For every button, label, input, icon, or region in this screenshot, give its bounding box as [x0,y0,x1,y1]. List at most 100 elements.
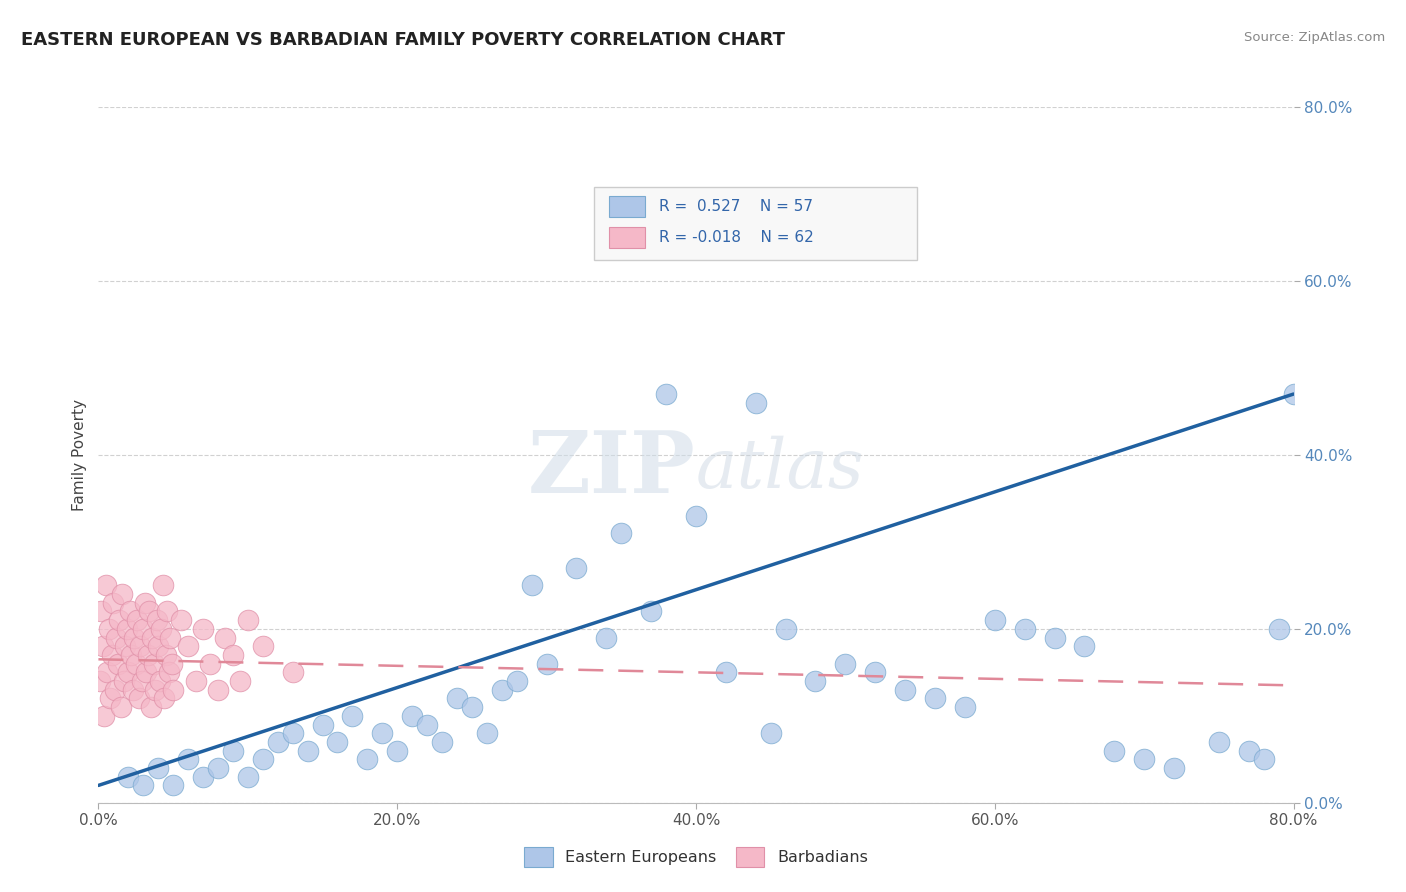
Point [610,526,633,541]
Point [150,622,173,636]
Y-axis label: Family Poverty: Family Poverty [72,399,87,511]
Point [108,613,131,627]
Point [475,726,498,740]
Point [169,613,191,627]
Point [132,622,155,636]
Point [430,735,453,749]
Point [356,752,378,766]
Point [145,613,167,627]
Point [121,682,143,697]
Point [191,622,214,636]
Point [139,700,162,714]
Point [200,657,222,671]
Point [714,665,737,680]
Point [1014,622,1036,636]
Point [155,648,177,662]
Point [125,657,148,671]
Point [506,674,529,689]
Point [191,770,214,784]
Text: EASTERN EUROPEAN VS BARBADIAN FAMILY POVERTY CORRELATION CHART: EASTERN EUROPEAN VS BARBADIAN FAMILY POV… [21,31,785,49]
Point [222,648,245,662]
Point [1133,752,1156,766]
Point [267,735,290,749]
Point [207,761,229,775]
Point [385,744,409,758]
Point [446,691,468,706]
Point [236,613,259,627]
Point [177,752,200,766]
Point [865,665,887,680]
Point [120,648,142,662]
Point [135,665,157,680]
Point [207,682,229,697]
Point [297,744,319,758]
Legend: Eastern Europeans, Barbadians: Eastern Europeans, Barbadians [516,839,876,875]
Point [640,605,662,619]
Point [491,682,513,697]
Point [96,665,118,680]
Point [98,691,122,706]
Point [149,674,172,689]
Point [685,508,707,523]
Point [759,726,782,740]
Point [1104,744,1126,758]
Point [565,561,588,575]
Point [401,708,423,723]
Point [1208,735,1230,749]
Point [595,631,617,645]
FancyBboxPatch shape [595,187,917,260]
Point [103,596,125,610]
Point [1073,639,1095,653]
Point [157,665,180,680]
Point [131,674,153,689]
Text: atlas: atlas [696,435,865,502]
Point [117,770,139,784]
Point [745,395,768,409]
Point [1282,387,1305,401]
Point [162,682,184,697]
Point [953,700,976,714]
Point [129,639,152,653]
FancyBboxPatch shape [609,196,644,217]
Point [229,674,252,689]
Point [1267,622,1289,636]
Point [222,744,245,758]
Point [110,700,132,714]
Point [141,631,163,645]
Point [118,605,141,619]
Point [536,657,558,671]
Point [138,605,160,619]
Point [252,639,274,653]
Point [156,605,179,619]
Point [136,648,159,662]
Point [184,674,207,689]
Point [894,682,917,697]
Point [153,691,176,706]
Point [111,587,134,601]
Point [177,639,200,653]
Point [148,639,170,653]
Point [127,613,149,627]
Point [117,665,139,680]
Point [371,726,394,740]
Text: Source: ZipAtlas.com: Source: ZipAtlas.com [1244,31,1385,45]
Point [1237,744,1260,758]
Point [236,770,259,784]
Point [93,708,115,723]
Point [101,648,124,662]
Point [804,674,827,689]
Point [89,674,111,689]
Point [128,691,150,706]
Point [924,691,946,706]
Point [311,717,333,731]
Text: ZIP: ZIP [529,427,696,511]
Point [775,622,797,636]
Point [91,639,114,653]
Point [1253,752,1275,766]
Point [520,578,543,592]
Point [148,761,170,775]
Point [114,639,136,653]
Text: R = -0.018    N = 62: R = -0.018 N = 62 [659,229,814,244]
Point [105,631,128,645]
Point [160,657,183,671]
